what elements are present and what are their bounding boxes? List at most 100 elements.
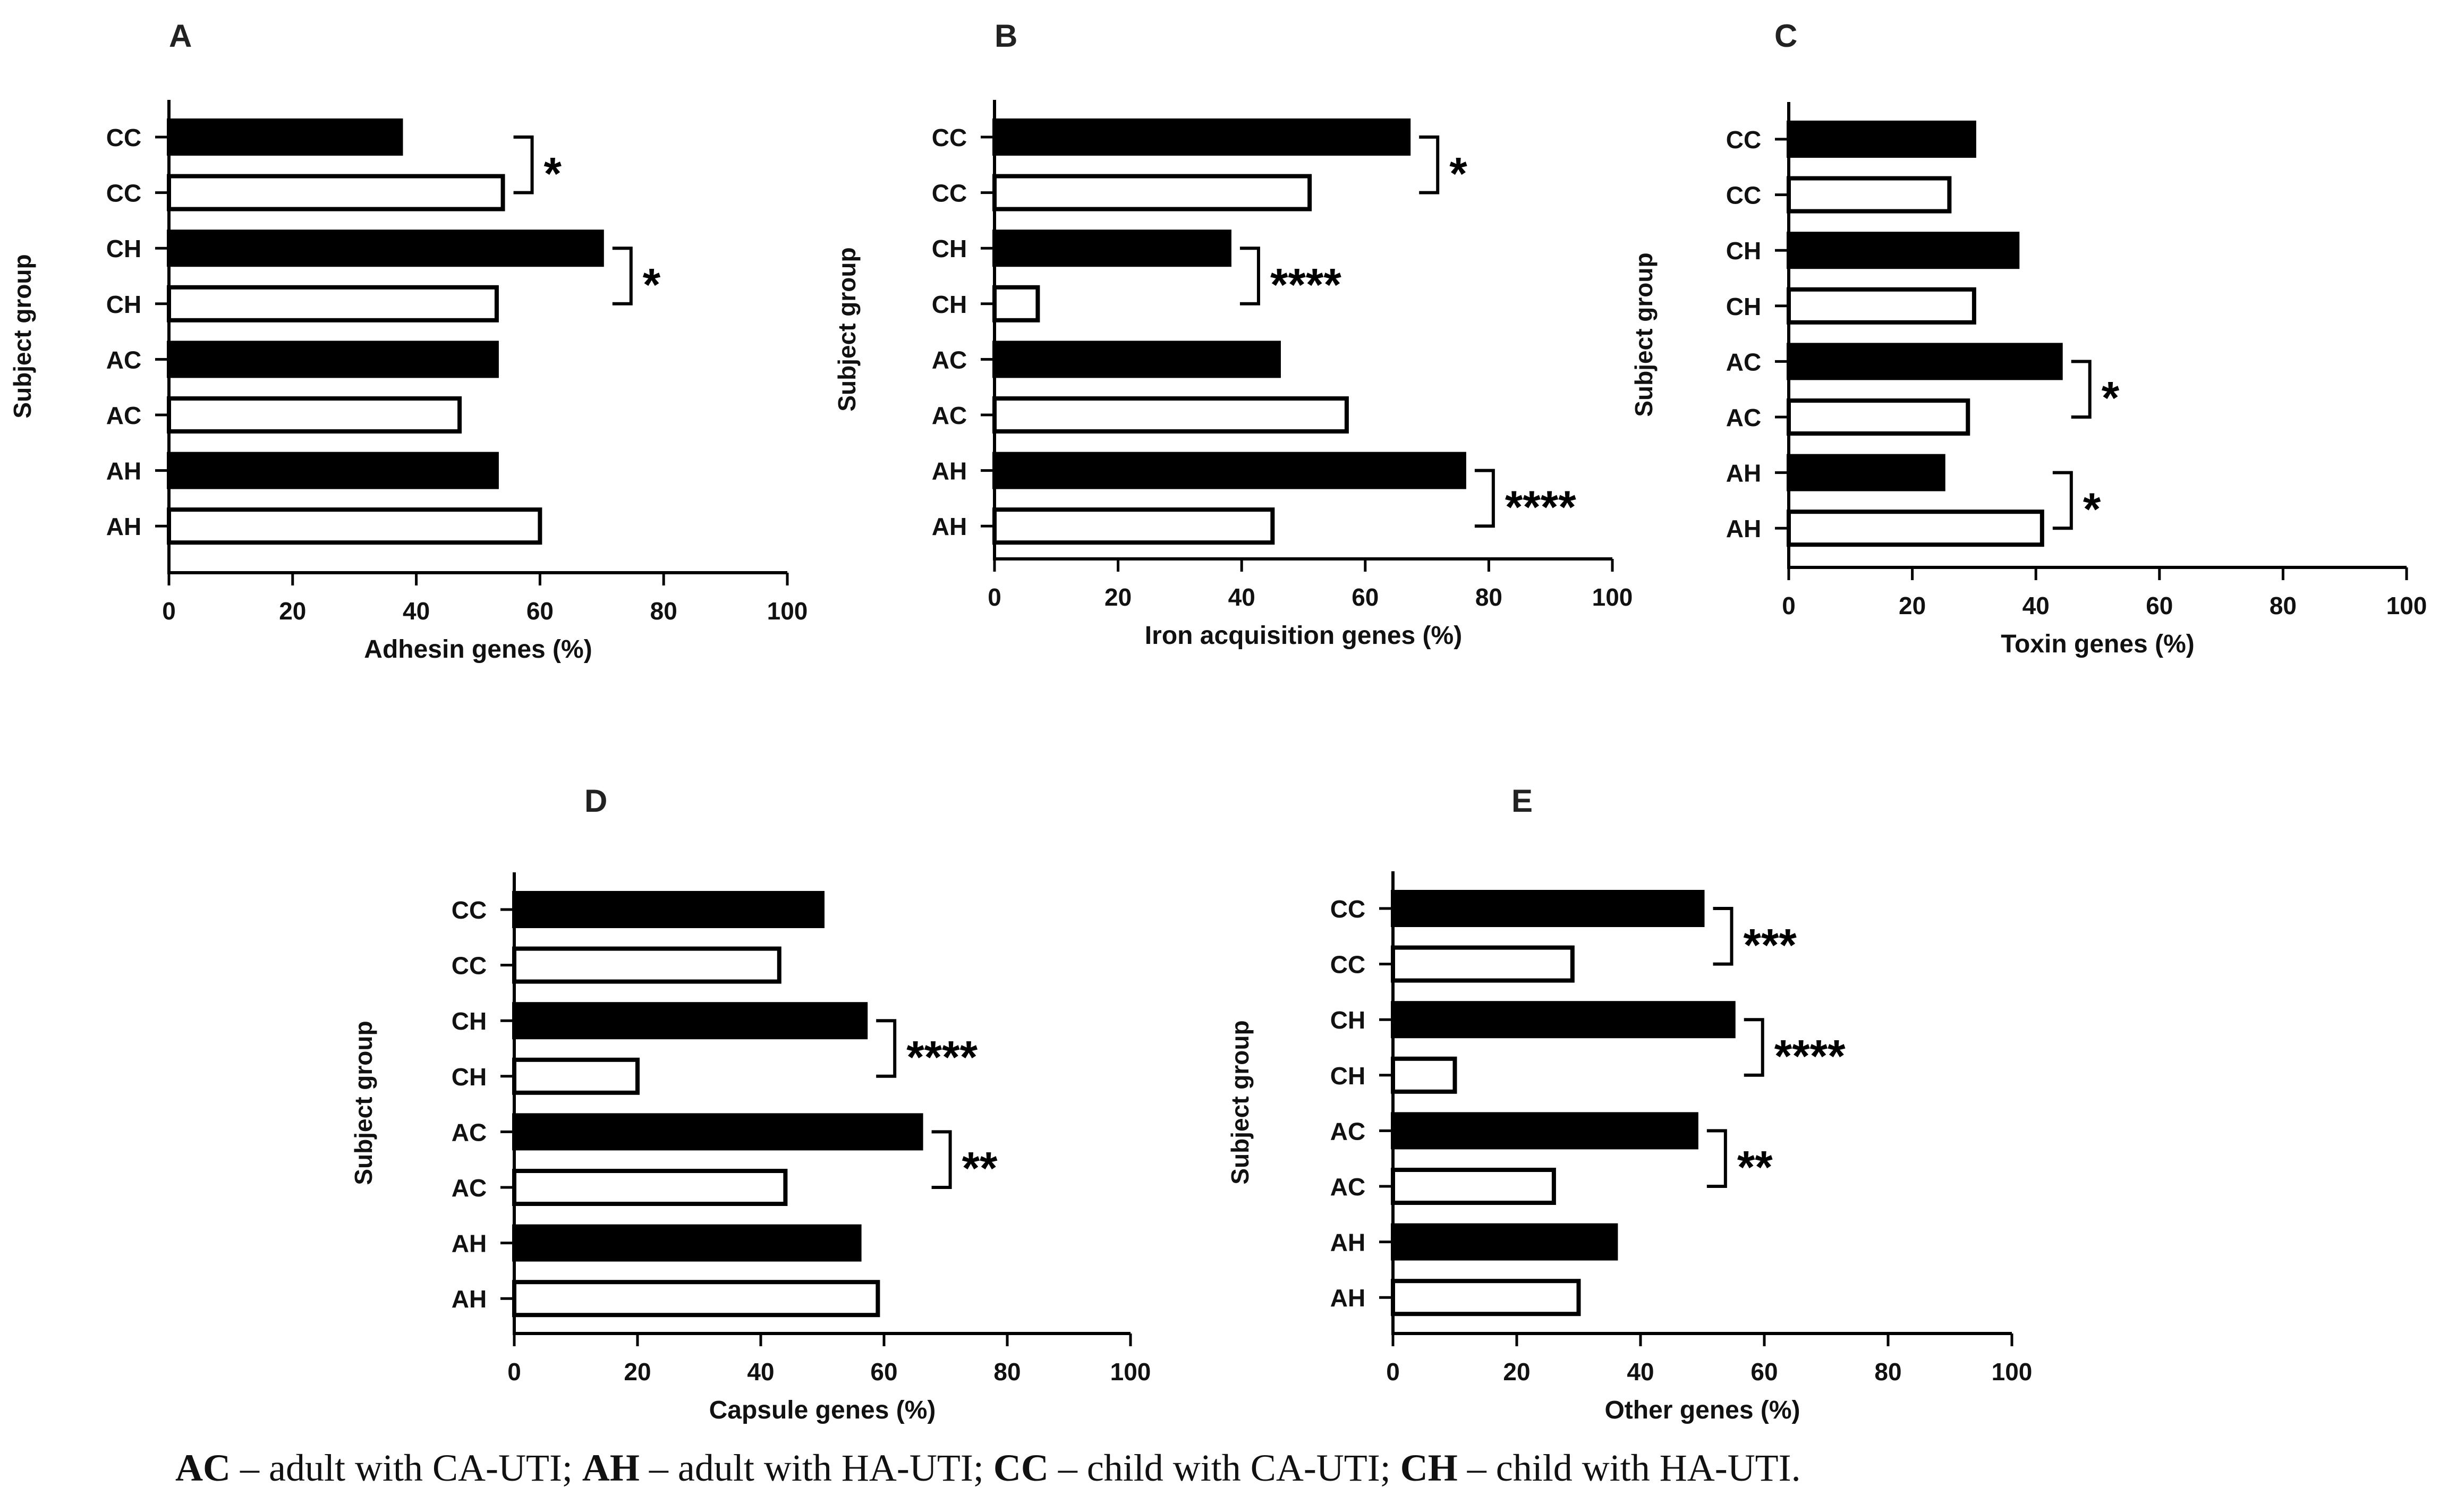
panel-c-significance-bracket-1 [2052,471,2073,530]
panel-e-category-label-7: AH [1330,1284,1365,1312]
panel-e-bar-4 [1391,1112,1698,1150]
panel-b-xtick-label-100: 100 [1592,583,1633,611]
panel-c-category-label-2: CH [1726,237,1761,265]
panel-d-bar-7 [512,1280,880,1318]
panel-d-significance-label-1: ** [962,1143,998,1194]
panel-c-letter: C [1774,18,1797,54]
panel-a-xtick-label-60: 60 [526,597,554,625]
panel-b-xtick-label-80: 80 [1475,583,1502,611]
panel-b-xtick-label-0: 0 [988,583,1001,611]
panel-e-category-label-0: CC [1330,895,1365,923]
panel-e-ylabel: Subject group [1226,1020,1254,1184]
panel-a-xtick-label-40: 40 [403,597,430,625]
panel-b-bar-1 [992,174,1312,211]
panel-d-category-label-3: CH [452,1063,487,1091]
panel-c-category-label-5: AC [1726,404,1761,431]
panel-a-category-label-5: AC [106,402,141,429]
panel-b-bar-5 [992,396,1349,434]
panel-d-xtick-label-20: 20 [624,1358,651,1386]
panel-a-bar-1 [167,174,505,211]
panel-a-significance-label-0: * [544,148,562,199]
panel-d-bar-5 [512,1169,788,1206]
panel-a-category-label-6: AH [106,457,141,485]
panel-c-xtick-label-80: 80 [2270,592,2297,619]
panel-c-xtick-label-0: 0 [1782,592,1796,619]
panel-e-bar-1 [1391,945,1575,983]
panel-d-xtick-label-100: 100 [1110,1358,1151,1386]
panel-d-category-label-6: AH [452,1230,487,1258]
panel-b-bar-3 [992,285,1040,322]
panel-e-xtick-label-100: 100 [1992,1358,2033,1386]
panel-a-bar-4 [167,341,499,378]
panel-e-category-label-2: CH [1330,1006,1365,1034]
panel-d-bar-2 [512,1002,868,1040]
panel-b-significance-bracket-2 [1474,469,1495,528]
panel-c-bar-4 [1787,343,2063,380]
panel-d-significance-bracket-1 [931,1130,952,1189]
panel-c-bar-6 [1787,454,1945,491]
panel-d-xtick-label-40: 40 [747,1358,774,1386]
panel-c-xtick-label-40: 40 [2022,592,2050,619]
panel-e-significance-label-0: *** [1744,920,1797,971]
panel-b-category-label-0: CC [932,124,967,151]
panel-a-category-label-3: CH [106,291,141,318]
panel-d-category-label-0: CC [452,896,487,924]
panel-a-xtick-label-20: 20 [279,597,306,625]
panel-c-category-label-7: AH [1726,515,1761,542]
panel-e-significance-bracket-0 [1713,907,1733,966]
panel-d-category-label-5: AC [452,1174,487,1202]
panel-e-bar-0 [1391,890,1705,927]
panel-a-bar-0 [167,118,403,156]
panel-b-bar-4 [992,341,1281,378]
panel-d-bar-6 [512,1224,862,1262]
panel-b-xtick-label-40: 40 [1228,583,1255,611]
panel-d-xtick-label-0: 0 [507,1358,521,1386]
panel-a-category-label-4: AC [106,346,141,373]
panel-d-ylabel: Subject group [350,1021,377,1185]
panel-e-xtick-label-60: 60 [1750,1358,1778,1386]
panel-a-category-label-1: CC [106,180,141,207]
panel-a-category-label-0: CC [106,124,141,151]
panel-a-xtick-label-100: 100 [767,597,808,625]
panel-b-xtick-label-60: 60 [1352,583,1379,611]
panel-b-bar-0 [992,118,1411,156]
panel-a-letter: A [169,18,192,54]
panel-b-bar-6 [992,452,1466,489]
panel-e-significance-bracket-1 [1744,1018,1764,1077]
panel-d-bar-4 [512,1113,923,1151]
panel-c-category-label-3: CH [1726,293,1761,320]
panel-d-category-label-7: AH [452,1285,487,1313]
panel-d-xtick-label-80: 80 [993,1358,1021,1386]
panel-b-ylabel: Subject group [833,247,861,411]
panel-a-category-label-2: CH [106,235,141,262]
panel-c-category-label-4: AC [1726,348,1761,376]
panel-d-xlabel: Capsule genes (%) [709,1396,936,1424]
panel-c-bar-5 [1787,398,1970,436]
panel-c-xtick-label-100: 100 [2386,592,2427,619]
panel-b-category-label-1: CC [932,180,967,207]
panel-a-xtick-label-0: 0 [162,597,176,625]
panel-e-xlabel: Other genes (%) [1604,1396,1800,1424]
panel-e-bar-2 [1391,1001,1736,1039]
caption-text-cc: – child with CA-UTI; [1048,1447,1400,1489]
panel-b-significance-label-2: **** [1505,482,1576,533]
panel-b-bar-7 [992,507,1275,545]
panel-a-significance-bracket-0 [513,135,534,194]
panel-b-category-label-5: AC [932,402,967,429]
figure-caption: AC – adult with CA-UTI; AH – adult with … [175,1446,2353,1490]
panel-a-significance-bracket-1 [612,247,633,305]
panel-b-significance-label-0: * [1449,148,1467,199]
panel-e-xtick-label-20: 20 [1503,1358,1530,1386]
panel-e-bar-7 [1391,1279,1581,1316]
panel-e-letter: E [1511,783,1533,819]
caption-text-ch: – child with HA-UTI. [1457,1447,1801,1489]
panel-a-bar-5 [167,396,462,434]
panel-e-category-label-3: CH [1330,1062,1365,1090]
panel-d-bar-1 [512,946,781,984]
panel-b-significance-label-1: **** [1270,260,1341,311]
caption-abbr-cc: CC [993,1447,1049,1489]
panel-e-significance-label-2: ** [1737,1142,1773,1193]
panel-b-category-label-3: CH [932,291,967,318]
panel-e-xtick-label-80: 80 [1874,1358,1901,1386]
panel-e-significance-bracket-2 [1706,1129,1727,1188]
